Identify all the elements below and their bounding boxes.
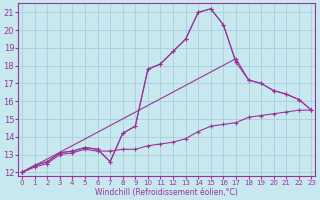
X-axis label: Windchill (Refroidissement éolien,°C): Windchill (Refroidissement éolien,°C)	[95, 188, 238, 197]
